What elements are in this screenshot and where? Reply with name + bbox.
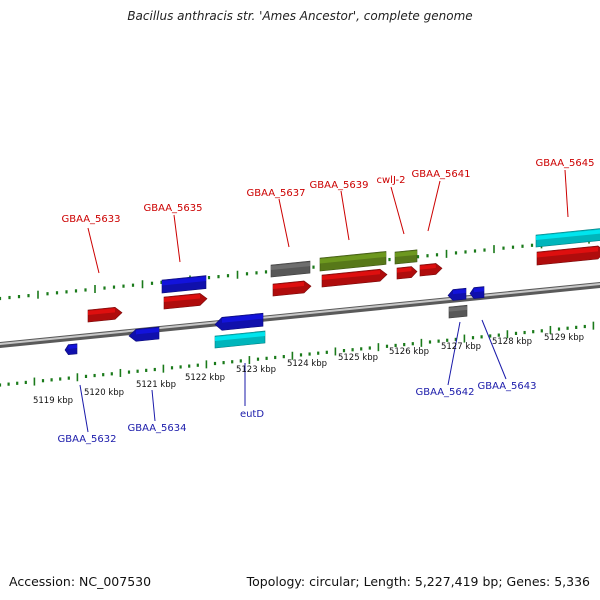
feature-highlight	[537, 246, 598, 258]
callout-line	[87, 227, 100, 274]
kbp-label: 5122 kbp	[185, 373, 225, 383]
feature-highlight	[222, 314, 263, 323]
cds-block-gbaa-5645[interactable]	[535, 228, 600, 248]
accession-label: Accession: NC_007530	[9, 574, 152, 589]
feature-highlight	[320, 252, 386, 264]
gene-label: GBAA_5635	[143, 203, 202, 214]
reverse-gene-callout-0[interactable]: GBAA_5632	[57, 384, 117, 445]
gene-arrow-cwlj-2[interactable]	[396, 266, 418, 280]
kbp-axis-labels: 5119 kbp 5120 kbp 5121 kbp 5122 kbp 5123 kbp…	[33, 333, 584, 406]
callout-line	[79, 384, 89, 433]
gene-features	[64, 228, 600, 355]
callout-line	[564, 169, 569, 218]
feature-highlight	[473, 287, 484, 293]
callout-line	[151, 389, 156, 422]
kbp-label: 5120 kbp	[84, 388, 124, 398]
forward-gene-callout-1[interactable]: GBAA_5635	[143, 203, 203, 263]
genome-backbone	[0, 281, 600, 349]
kbp-label: 5127 kbp	[441, 342, 481, 352]
gene-label: cwlJ-2	[376, 175, 405, 186]
gene-arrow-gbaa-5645[interactable]	[536, 245, 600, 266]
gene-arrow-gbaa-5642[interactable]	[447, 287, 467, 301]
gene-arrow-gbaa-5635[interactable]	[163, 293, 208, 310]
lower-tick-row	[0, 321, 595, 387]
callout-line	[447, 321, 461, 386]
gene-arrow-eutd-upper[interactable]	[214, 312, 264, 331]
forward-gene-callout-2[interactable]: GBAA_5637	[246, 188, 306, 248]
forward-gene-callout-4[interactable]: cwlJ-2	[376, 175, 406, 235]
kbp-label: 5126 kbp	[389, 347, 429, 357]
feature-highlight	[162, 276, 206, 286]
callout-line	[481, 319, 507, 380]
kbp-label: 5129 kbp	[544, 333, 584, 343]
map-title: Bacillus anthracis str. 'Ames Ancestor',…	[127, 9, 473, 23]
gene-arrow-gbaa-5632[interactable]	[64, 343, 78, 355]
callout-line	[427, 180, 441, 232]
reverse-gene-callout-4[interactable]: GBAA_5643	[477, 319, 537, 392]
reverse-gene-callout-1[interactable]: GBAA_5634	[127, 389, 187, 434]
kbp-label: 5119 kbp	[33, 396, 73, 406]
kbp-label: 5128 kbp	[492, 337, 532, 347]
feature-highlight	[322, 270, 380, 281]
feature-highlight	[453, 289, 466, 295]
gene-label: GBAA_5639	[309, 180, 368, 191]
kbp-label: 5124 kbp	[287, 359, 327, 369]
gene-label: GBAA_5637	[246, 188, 305, 199]
reverse-gene-callout-3[interactable]: GBAA_5642	[415, 321, 475, 398]
callout-line	[340, 190, 350, 241]
gene-arrow-gbaa-5637[interactable]	[272, 280, 312, 297]
feature-highlight	[136, 328, 159, 335]
gene-label: GBAA_5642	[415, 387, 474, 398]
feature-highlight	[215, 332, 265, 342]
gene-arrow-gbaa-5633[interactable]	[87, 306, 123, 323]
rna-block-cwlj-2[interactable]	[394, 249, 418, 265]
feature-highlight	[420, 264, 436, 270]
gene-label: eutD	[240, 409, 264, 420]
gene-label: GBAA_5645	[535, 158, 594, 169]
cds-block-eutd[interactable]	[214, 330, 266, 349]
forward-gene-callout-5[interactable]: GBAA_5641	[411, 169, 471, 232]
feature-highlight	[68, 344, 77, 349]
genome-summary: Topology: circular; Length: 5,227,419 bp…	[246, 574, 590, 589]
rna-block-gbaa-5639[interactable]	[319, 251, 387, 272]
callout-line	[390, 186, 405, 235]
gene-arrow-gbaa-5643[interactable]	[469, 286, 485, 299]
kbp-label: 5123 kbp	[236, 365, 276, 375]
feature-highlight	[397, 267, 412, 273]
gene-arrow-gbaa-5641[interactable]	[419, 263, 443, 277]
forward-gene-callout-3[interactable]: GBAA_5639	[309, 180, 369, 241]
kbp-label: 5125 kbp	[338, 353, 378, 363]
callout-line	[278, 198, 290, 248]
forward-gene-callout-0[interactable]: GBAA_5633	[61, 214, 121, 274]
reverse-gene-callout-2[interactable]: eutD	[240, 363, 264, 420]
feature-highlight	[164, 294, 200, 303]
feature-highlight	[536, 229, 600, 241]
gene-label: GBAA_5633	[61, 214, 120, 225]
callout-line	[173, 214, 181, 263]
gene-label: GBAA_5643	[477, 381, 536, 392]
gene-label: GBAA_5634	[127, 423, 186, 434]
feature-highlight	[395, 250, 417, 258]
gene-arrow-gbaa-5639[interactable]	[321, 268, 388, 288]
feature-highlight	[88, 308, 115, 316]
kbp-label: 5121 kbp	[136, 380, 176, 390]
feature-highlight	[273, 281, 304, 290]
gene-label: GBAA_5641	[411, 169, 470, 180]
backbone-highlight	[0, 282, 600, 346]
forward-gene-callout-6[interactable]: GBAA_5645	[535, 158, 595, 218]
gene-label-callouts: GBAA_5633 GBAA_5635 GBAA_5637 GBAA_5639 cwlJ…	[57, 158, 594, 445]
gene-label: GBAA_5632	[57, 434, 116, 445]
gene-arrow-gbaa-5634[interactable]	[128, 326, 160, 342]
gene-block-gbaa-5635-upper[interactable]	[161, 275, 207, 294]
feature-highlight	[271, 262, 310, 271]
pseudogene-block-gbaa-5642[interactable]	[448, 304, 468, 319]
feature-highlight	[449, 306, 467, 312]
pseudogene-block-gbaa-5637[interactable]	[270, 260, 311, 278]
